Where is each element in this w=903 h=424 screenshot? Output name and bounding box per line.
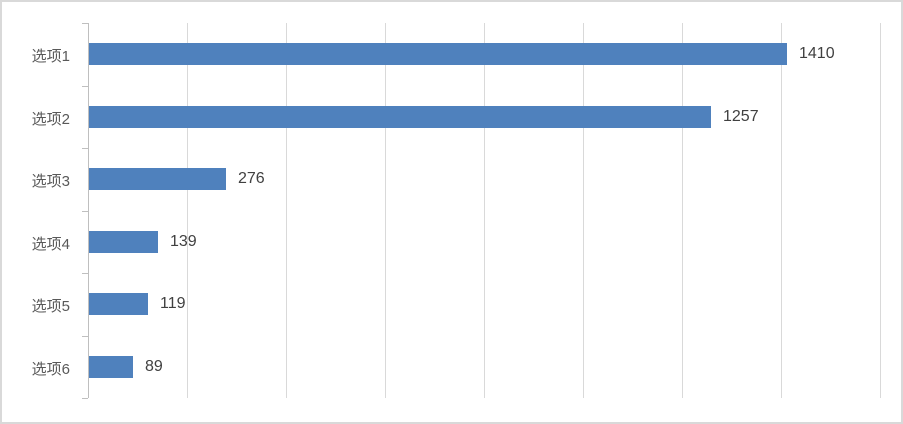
bar-row: 89 bbox=[88, 336, 880, 399]
axis-tick bbox=[82, 336, 88, 337]
bar-选项2 bbox=[89, 106, 711, 128]
category-axis-line bbox=[88, 23, 89, 398]
vertical-gridline bbox=[880, 23, 881, 398]
axis-tick bbox=[82, 148, 88, 149]
bar-选项3 bbox=[89, 168, 226, 190]
category-label: 选项6 bbox=[31, 361, 70, 378]
vertical-gridline bbox=[484, 23, 485, 398]
vertical-gridline bbox=[385, 23, 386, 398]
bar-row: 1410 bbox=[88, 23, 880, 86]
data-label: 1257 bbox=[723, 108, 759, 125]
vertical-gridline bbox=[187, 23, 188, 398]
vertical-gridline bbox=[583, 23, 584, 398]
category-label: 选项5 bbox=[31, 298, 70, 315]
axis-tick bbox=[82, 398, 88, 399]
category-label: 选项3 bbox=[31, 173, 70, 190]
data-label: 119 bbox=[160, 295, 186, 312]
bar-row: 1257 bbox=[88, 86, 880, 149]
vertical-gridline bbox=[286, 23, 287, 398]
category-label: 选项4 bbox=[31, 236, 70, 253]
vertical-gridline bbox=[682, 23, 683, 398]
bar-选项1 bbox=[89, 43, 787, 65]
axis-tick bbox=[82, 86, 88, 87]
bar-选项6 bbox=[89, 356, 133, 378]
category-label: 选项2 bbox=[31, 111, 70, 128]
data-label: 89 bbox=[145, 358, 163, 375]
bar-row: 276 bbox=[88, 148, 880, 211]
axis-tick bbox=[82, 23, 88, 24]
plot-area: 1410 1257 276 139 119 89 bbox=[82, 23, 881, 399]
data-label: 139 bbox=[170, 233, 197, 250]
bar-选项5 bbox=[89, 293, 148, 315]
bar-row: 119 bbox=[88, 273, 880, 336]
bar-row: 139 bbox=[88, 211, 880, 274]
vertical-gridline bbox=[781, 23, 782, 398]
axis-tick bbox=[82, 273, 88, 274]
data-label: 1410 bbox=[799, 45, 835, 62]
axis-tick bbox=[82, 211, 88, 212]
category-label: 选项1 bbox=[31, 48, 70, 65]
data-label: 276 bbox=[238, 170, 265, 187]
bar-选项4 bbox=[89, 231, 158, 253]
